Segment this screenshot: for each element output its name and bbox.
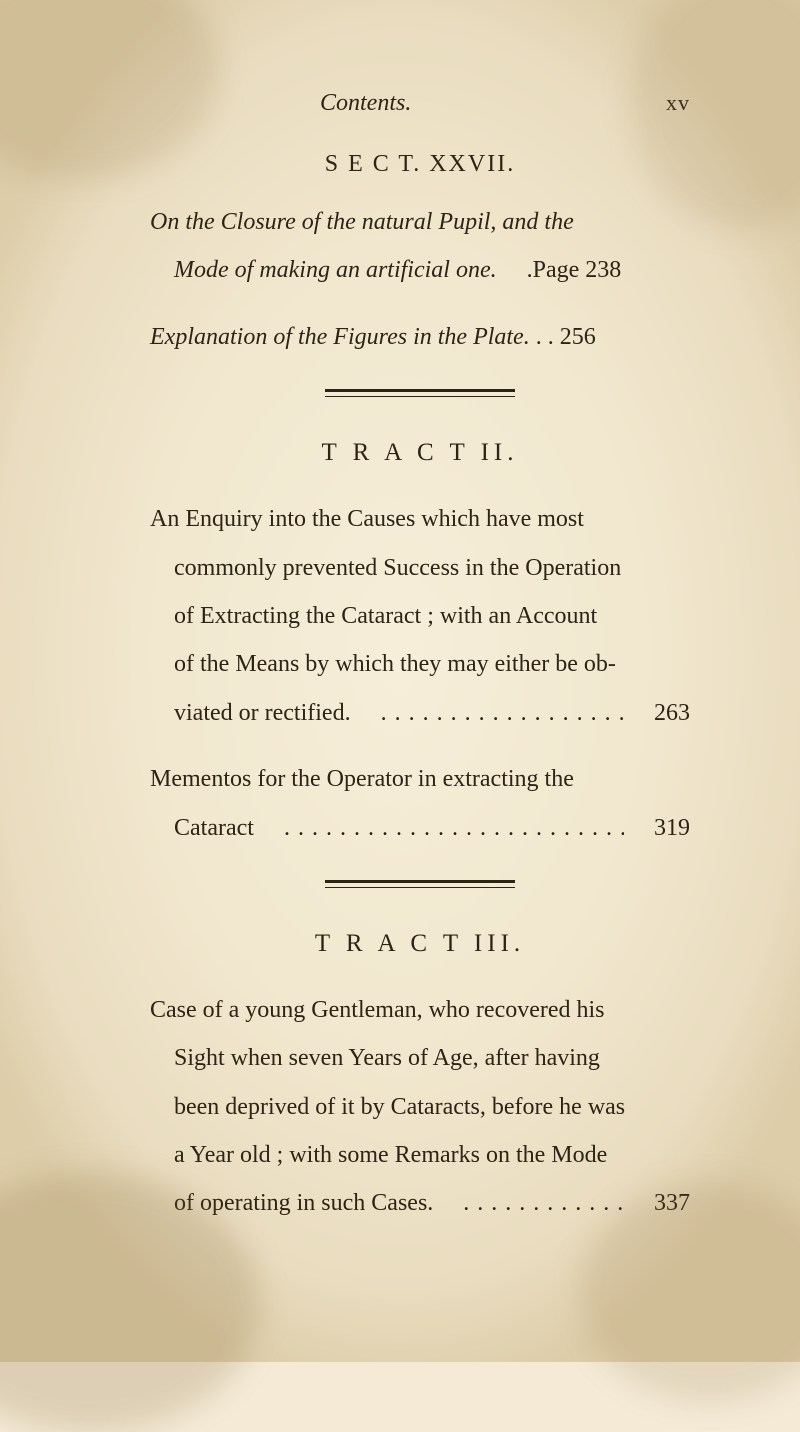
line: of Extracting the Cataract ; with an Acc… (174, 603, 597, 629)
tract-ii-mementos: Mementos for the Operator in extracting … (150, 757, 690, 801)
double-rule-icon (325, 389, 515, 397)
tract-ii-enquiry-l5: viated or rectified. . . . . . . . . . .… (150, 691, 690, 735)
tract-ii-enquiry-l3: of Extracting the Cataract ; with an Acc… (150, 594, 690, 638)
book-page: Contents. xv S E C T. XXVII. On the Clos… (0, 0, 800, 1362)
tract-ii-heading: T R A C T II. (150, 439, 690, 467)
text-prefix: Cataract (150, 806, 254, 850)
running-head-folio: xv (666, 90, 690, 116)
leader-dots: . . . . . . . . . . . . (439, 1181, 624, 1225)
ornamental-rule (150, 389, 690, 397)
page-number: 337 (630, 1181, 690, 1225)
running-head-title: Contents. (320, 90, 411, 117)
double-rule-icon (325, 880, 515, 888)
tract-iii-case-l4: a Year old ; with some Remarks on the Mo… (150, 1133, 690, 1177)
tract-iii-heading: T R A C T III. (150, 930, 690, 958)
text: On the Closure of the natural Pupil, and… (150, 209, 574, 235)
leader-dots: . . . . . . . . . . . . . . . . . . (357, 691, 624, 735)
line: been deprived of it by Cataracts, before… (174, 1094, 625, 1120)
tract-iii-case-l2: Sight when seven Years of Age, after hav… (150, 1036, 690, 1080)
tract-ii-enquiry-l2: commonly prevented Success in the Operat… (150, 546, 690, 590)
line: Case of a young Gentleman, who recovered… (150, 997, 605, 1023)
explanation-text: Explanation of the Figures in the Plate. (150, 315, 530, 359)
tract-ii-enquiry-l4: of the Means by which they may either be… (150, 642, 690, 686)
text-prefix: of operating in such Cases. (150, 1181, 433, 1225)
ornamental-rule (150, 880, 690, 888)
leader-dots: . . . . . . . . . . . . . . . . . . . . … (260, 806, 624, 850)
line: Sight when seven Years of Age, after hav… (174, 1045, 600, 1071)
tract-iii-case: Case of a young Gentleman, who recovered… (150, 988, 690, 1032)
explanation-line: Explanation of the Figures in the Plate.… (150, 315, 690, 359)
page-number: 319 (630, 806, 690, 850)
tract-ii-mementos-l2: Cataract . . . . . . . . . . . . . . . .… (150, 806, 690, 850)
text-prefix: viated or rectified. (150, 691, 351, 735)
line: a Year old ; with some Remarks on the Mo… (174, 1142, 607, 1168)
running-head: Contents. xv (150, 90, 690, 117)
line: commonly prevented Success in the Operat… (174, 555, 621, 581)
line: of the Means by which they may either be… (174, 651, 616, 677)
page-number: 256 (560, 315, 596, 359)
line: An Enquiry into the Causes which have mo… (150, 506, 584, 532)
leader-dots: . . (536, 315, 554, 359)
page-label: .Page 238 (503, 248, 622, 292)
tract-ii-enquiry: An Enquiry into the Causes which have mo… (150, 497, 690, 541)
sect-xxvii-heading: S E C T. XXVII. (150, 151, 690, 178)
line: Mementos for the Operator in extracting … (150, 766, 574, 792)
tract-iii-case-l3: been deprived of it by Cataracts, before… (150, 1085, 690, 1129)
page-number: 263 (630, 691, 690, 735)
sect-xxvii-line2: Mode of making an artificial one. .Page … (150, 248, 690, 292)
tract-iii-case-l5: of operating in such Cases. . . . . . . … (150, 1181, 690, 1225)
text-prefix: Mode of making an artificial one. (150, 248, 497, 292)
sect-xxvii-line1: On the Closure of the natural Pupil, and… (150, 200, 690, 244)
